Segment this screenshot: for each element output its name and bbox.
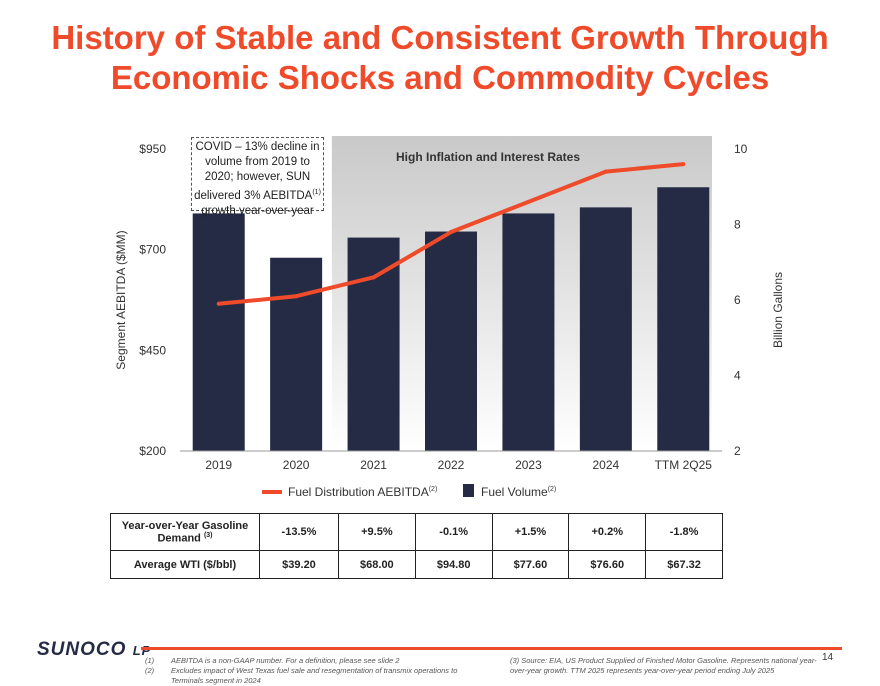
y2-tick-label: 10 [734, 142, 748, 156]
x-tick-label: TTM 2Q25 [655, 458, 713, 472]
table-row: Year-over-Year Gasoline Demand (3) -13.5… [110, 513, 723, 551]
fn2-num: (2) [145, 666, 155, 675]
table-cell: +1.5% [491, 513, 570, 551]
page-number: 14 [822, 652, 834, 663]
aebitda-point-2023 [526, 199, 531, 204]
y-tick-label: $200 [139, 444, 166, 458]
bar-2023 [502, 213, 555, 451]
bar-2024 [579, 207, 632, 451]
y2-tick-label: 2 [734, 444, 741, 458]
table-cell: -1.8% [645, 513, 723, 551]
x-tick-label: 2019 [205, 458, 232, 472]
row1-label-text: Year-over-Year Gasoline Demand [121, 519, 249, 545]
covid-line-2: volume from 2019 to [205, 156, 310, 168]
table-cell: $94.80 [414, 550, 493, 579]
y2-tick-label: 8 [734, 218, 741, 232]
row1-label: Year-over-Year Gasoline Demand (3) [110, 513, 260, 551]
bar-2019 [192, 213, 245, 451]
x-tick-label: 2020 [283, 458, 310, 472]
inflation-label: High Inflation and Interest Rates [395, 150, 581, 164]
covid-line-5: growth year-over-year [201, 204, 314, 217]
logo-suffix: LP [132, 643, 152, 658]
footnote-3-cont: over-year growth. TTM 2025 represents ye… [510, 666, 775, 675]
aebitda-point-ttm-2q25 [681, 162, 686, 167]
legend-bar-entry: Fuel Volume(2) [481, 485, 556, 499]
table-row: Average WTI ($/bbl) $39.20 $68.00 $94.80… [110, 550, 723, 579]
aebitda-point-2021 [371, 275, 376, 280]
aebitda-point-2022 [449, 230, 453, 235]
legend-line-entry: Fuel Distribution AEBITDA(2) [288, 485, 437, 499]
table-cell: $77.60 [491, 550, 570, 579]
fn1-text: AEBITDA is a non-GAAP number. For a defi… [171, 656, 400, 665]
bar-2020 [270, 257, 323, 451]
y2-tick-label: 4 [734, 369, 741, 383]
footnote-2-cont: Terminals segment in 2024 [171, 676, 261, 685]
covid-line-1: COVID – 13% decline in [195, 141, 320, 153]
aebitda-point-2020 [294, 294, 299, 299]
table-cell: -0.1% [414, 513, 493, 551]
table-cell: $39.20 [259, 550, 339, 579]
legend-line-sup: (2) [428, 486, 438, 493]
y2-axis-title: Billion Gallons [771, 272, 785, 348]
legend-line-swatch [262, 490, 282, 494]
bar-ttm-2q25 [657, 187, 710, 451]
logo-main: SUNOCO [37, 639, 127, 660]
table-cell: $76.60 [568, 550, 647, 579]
y-tick-label: $950 [139, 142, 166, 156]
bar-2022 [425, 231, 477, 451]
table-cell: $67.32 [645, 550, 723, 579]
y-tick-label: $700 [139, 243, 166, 257]
legend-bar-swatch [463, 484, 474, 497]
legend-line-label: Fuel Distribution AEBITDA [288, 485, 429, 499]
y-axis-title: Segment AEBITDA ($MM) [114, 230, 128, 369]
x-tick-label: 2021 [360, 458, 387, 472]
title-line-2: Economic Shocks and Commodity Cycles [110, 59, 770, 96]
table-cell: +0.2% [568, 513, 647, 551]
covid-annotation: COVID – 13% decline in volume from 2019 … [191, 137, 324, 217]
x-tick-label: 2023 [515, 458, 542, 472]
covid-line-4-sup: (1) [312, 189, 321, 196]
aebitda-point-2019 [216, 301, 221, 306]
y-tick-label: $450 [139, 343, 166, 357]
fn2-text: Excludes impact of West Texas fuel sale … [171, 666, 458, 675]
table-cell: $68.00 [337, 550, 416, 579]
bar-2021 [347, 237, 400, 451]
footer-rule [141, 647, 842, 650]
aebitda-point-2024 [603, 169, 608, 174]
table-cell: +9.5% [337, 513, 416, 551]
legend-bar-sup: (2) [547, 486, 557, 493]
row1-label-sup: (3) [203, 531, 213, 539]
y2-tick-label: 6 [734, 293, 741, 307]
fn1-num: (1) [145, 656, 155, 665]
title-line-1: History of Stable and Consistent Growth … [51, 19, 829, 56]
combo-chart: 2019 2020 2021 2022 2023 2024 TTM 2Q25 $950 $700… [114, 136, 785, 472]
page-title: History of Stable and Consistent Growth … [0, 18, 880, 98]
footnote-1: (1) AEBITDA is a non-GAAP number. For a d… [145, 656, 399, 666]
x-tick-label: 2022 [438, 458, 465, 472]
footnote-3: (3) Source: EIA, US Product Supplied of … [510, 656, 817, 665]
footnote-2: (2) Excludes impact of West Texas fuel sa… [145, 666, 457, 676]
stats-table: Year-over-Year Gasoline Demand (3) -13.5… [110, 513, 723, 579]
legend-bar-label: Fuel Volume [481, 485, 548, 499]
covid-line-3: 2020; however, SUN [204, 171, 311, 183]
covid-line-4: delivered 3% AEBITDA(1) [192, 185, 323, 204]
table-cell: -13.5% [259, 513, 339, 551]
covid-line-4-text: delivered 3% AEBITDA [194, 189, 313, 202]
sunoco-logo: SUNOCO LP [37, 639, 151, 661]
row2-label: Average WTI ($/bbl) [110, 550, 260, 579]
x-tick-label: 2024 [593, 458, 620, 472]
